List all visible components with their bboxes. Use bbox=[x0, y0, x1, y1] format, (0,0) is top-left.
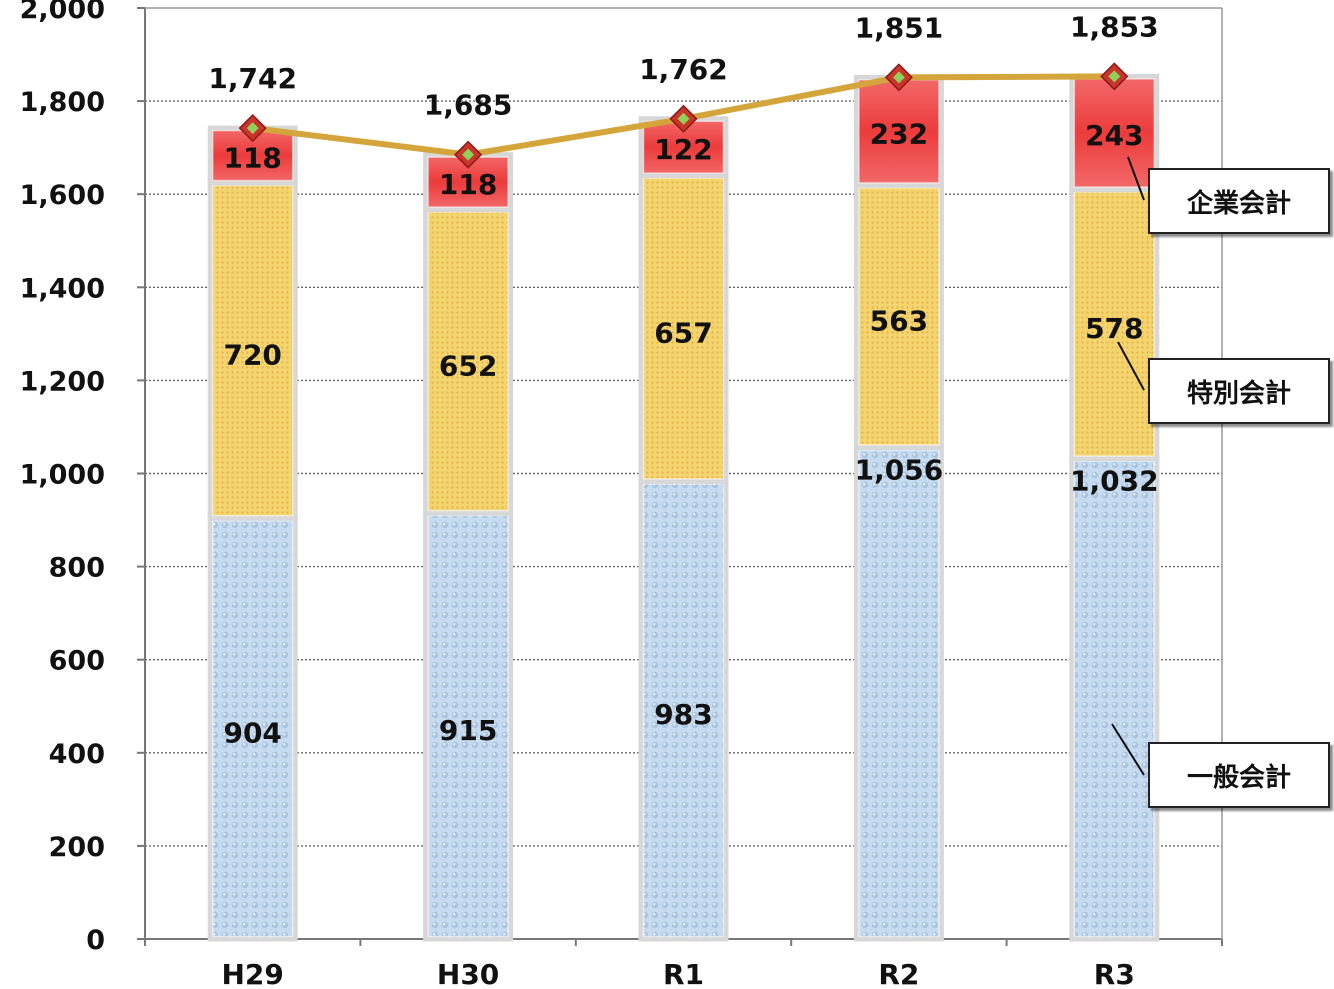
legend-kigyo-kaikei: 企業会計 bbox=[1148, 168, 1330, 234]
y-tick-label: 400 bbox=[49, 739, 105, 770]
y-tick-label: 1,600 bbox=[20, 180, 105, 211]
x-tick-label: R2 bbox=[878, 958, 919, 989]
gridlines bbox=[145, 100, 1222, 847]
segment-value-label: 720 bbox=[223, 339, 281, 372]
segment-value-label: 652 bbox=[439, 349, 497, 382]
segment-value-label: 904 bbox=[223, 717, 281, 750]
legend-ippan-kaikei: 一般会計 bbox=[1148, 742, 1330, 808]
bar-segment-ippan bbox=[207, 515, 298, 942]
bars bbox=[207, 73, 1160, 942]
total-value-label: 1,685 bbox=[424, 89, 513, 122]
segment-value-label: 1,056 bbox=[855, 453, 944, 486]
y-tick-label: 200 bbox=[49, 832, 105, 863]
leader-line-ippan bbox=[1111, 723, 1145, 776]
total-marker-inner bbox=[1108, 70, 1121, 83]
total-value-label: 1,853 bbox=[1070, 10, 1159, 43]
y-tick-label: 0 bbox=[86, 925, 105, 956]
bar-segment-tokubetsu bbox=[638, 173, 729, 484]
bar-segment-kigyo bbox=[853, 74, 944, 188]
segment-value-label: 118 bbox=[439, 168, 497, 201]
y-tick-label: 800 bbox=[49, 553, 105, 584]
segment-value-label: 243 bbox=[1085, 119, 1143, 152]
bar-segment-tokubetsu bbox=[1069, 187, 1160, 462]
segment-value-label: 578 bbox=[1085, 312, 1143, 345]
leader-line-kigyo bbox=[1127, 156, 1145, 201]
total-value-label: 1,742 bbox=[208, 62, 297, 95]
x-tick-label: H29 bbox=[221, 958, 283, 989]
segment-value-label: 1,032 bbox=[1070, 465, 1159, 498]
y-tick-label: 1,800 bbox=[20, 87, 105, 118]
bar-segment-ippan-highlight bbox=[858, 449, 940, 938]
y-tick-label: 1,200 bbox=[20, 366, 105, 397]
bar-segment-ippan-highlight bbox=[1073, 460, 1156, 938]
x-tick-labels: H29 H30 R1 R2 R3 bbox=[144, 939, 1223, 989]
total-marker-inner bbox=[246, 122, 259, 135]
segment-value-label: 657 bbox=[654, 316, 712, 349]
bar-segment-kigyo bbox=[1069, 73, 1160, 193]
total-value-label: 1,762 bbox=[639, 53, 728, 86]
segment-value-label: 118 bbox=[223, 142, 281, 175]
bar-segment-ippan bbox=[853, 444, 944, 942]
bar-segment-ippan bbox=[1069, 456, 1160, 942]
segment-value-label: 563 bbox=[870, 304, 928, 337]
segment-value-label: 122 bbox=[654, 133, 712, 166]
y-tick-label: 1,400 bbox=[20, 273, 105, 304]
segment-labels: 904 720 118 915 652 118 983 657 122 1,056 563 232 1,… bbox=[223, 117, 1158, 749]
total-marker-inner bbox=[892, 71, 905, 84]
total-labels: 1,742 1,685 1,762 1,851 1,853 bbox=[208, 10, 1158, 121]
bar-segment-ippan bbox=[638, 478, 729, 942]
segment-value-label: 915 bbox=[439, 714, 497, 747]
segment-value-label: 983 bbox=[654, 698, 712, 731]
total-marker-inner bbox=[462, 148, 475, 161]
segment-value-label: 232 bbox=[870, 117, 928, 150]
x-tick-label: H30 bbox=[437, 958, 499, 989]
x-tick-label: R3 bbox=[1094, 958, 1135, 989]
y-tick-label: 1,000 bbox=[20, 460, 105, 491]
leader-line-tokubetsu bbox=[1117, 341, 1145, 391]
total-value-label: 1,851 bbox=[855, 11, 944, 44]
y-tick-label: 2,000 bbox=[20, 0, 105, 25]
bar-segment-tokubetsu bbox=[853, 182, 944, 450]
total-line bbox=[238, 62, 1129, 169]
legend-leader-lines bbox=[1111, 156, 1145, 776]
x-tick-label: R1 bbox=[663, 958, 704, 989]
total-marker-inner bbox=[677, 112, 690, 125]
y-tick-label: 600 bbox=[49, 646, 105, 677]
legend-tokubetsu-kaikei: 特別会計 bbox=[1148, 358, 1330, 424]
y-tick-labels: 0 200 400 600 800 1,000 1,200 1,400 1,600 1,800 2,… bbox=[20, 0, 145, 956]
